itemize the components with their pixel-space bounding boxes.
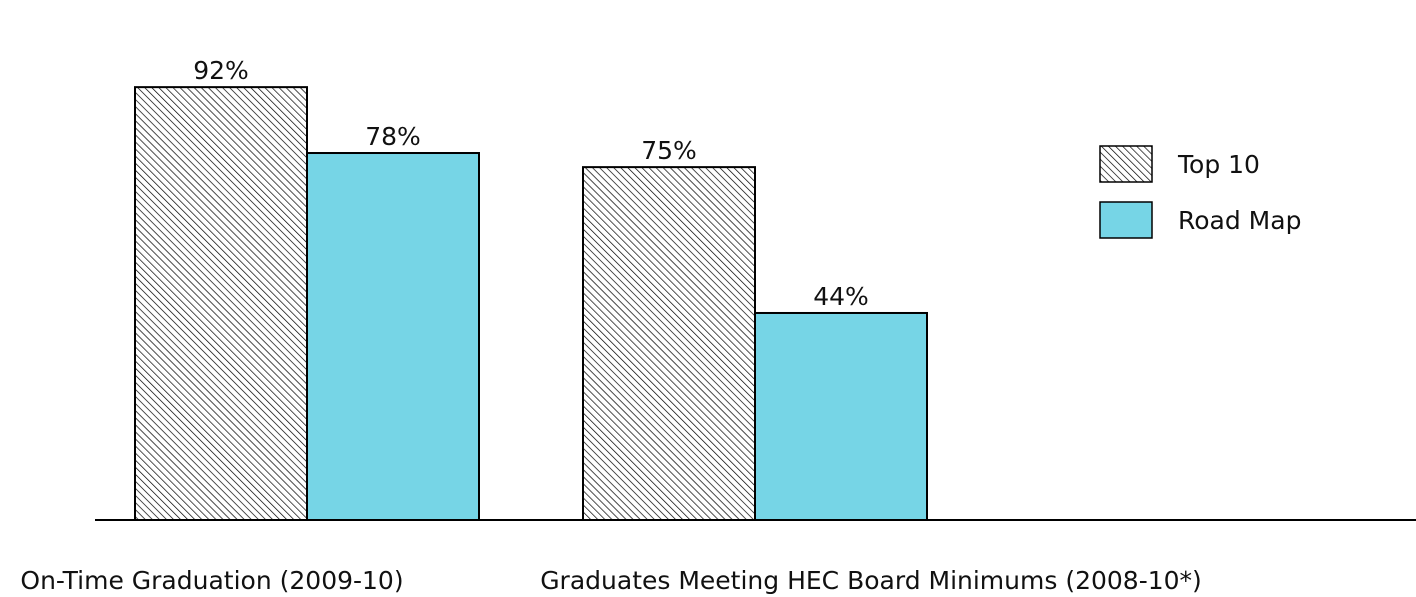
bars-group bbox=[134, 86, 928, 522]
legend-swatch-top-10 bbox=[1099, 145, 1153, 183]
value-label-road-map-1: 78% bbox=[365, 122, 421, 151]
value-label-top-10-2: 75% bbox=[641, 136, 697, 165]
value-label-road-map-2: 44% bbox=[813, 282, 869, 311]
legend-label-road-map: Road Map bbox=[1178, 206, 1301, 235]
legend-swatch-road-map bbox=[1099, 201, 1153, 239]
category-label-2: Graduates Meeting HEC Board Minimums (20… bbox=[540, 566, 1202, 595]
value-label-top-10-1: 92% bbox=[193, 56, 249, 85]
bar-top-10-1 bbox=[134, 86, 308, 521]
legend-label-top-10: Top 10 bbox=[1177, 150, 1260, 179]
category-labels-group: On-Time Graduation (2009-10) Graduates Me… bbox=[20, 566, 1201, 595]
bar-road-map-1 bbox=[306, 152, 480, 521]
category-label-1: On-Time Graduation (2009-10) bbox=[20, 566, 403, 595]
legend: Top 10 Road Map bbox=[1099, 145, 1301, 239]
value-labels-group: 92% 78% 75% 44% bbox=[193, 56, 869, 311]
bar-top-10-2 bbox=[582, 166, 756, 521]
bar-road-map-2 bbox=[754, 311, 928, 522]
